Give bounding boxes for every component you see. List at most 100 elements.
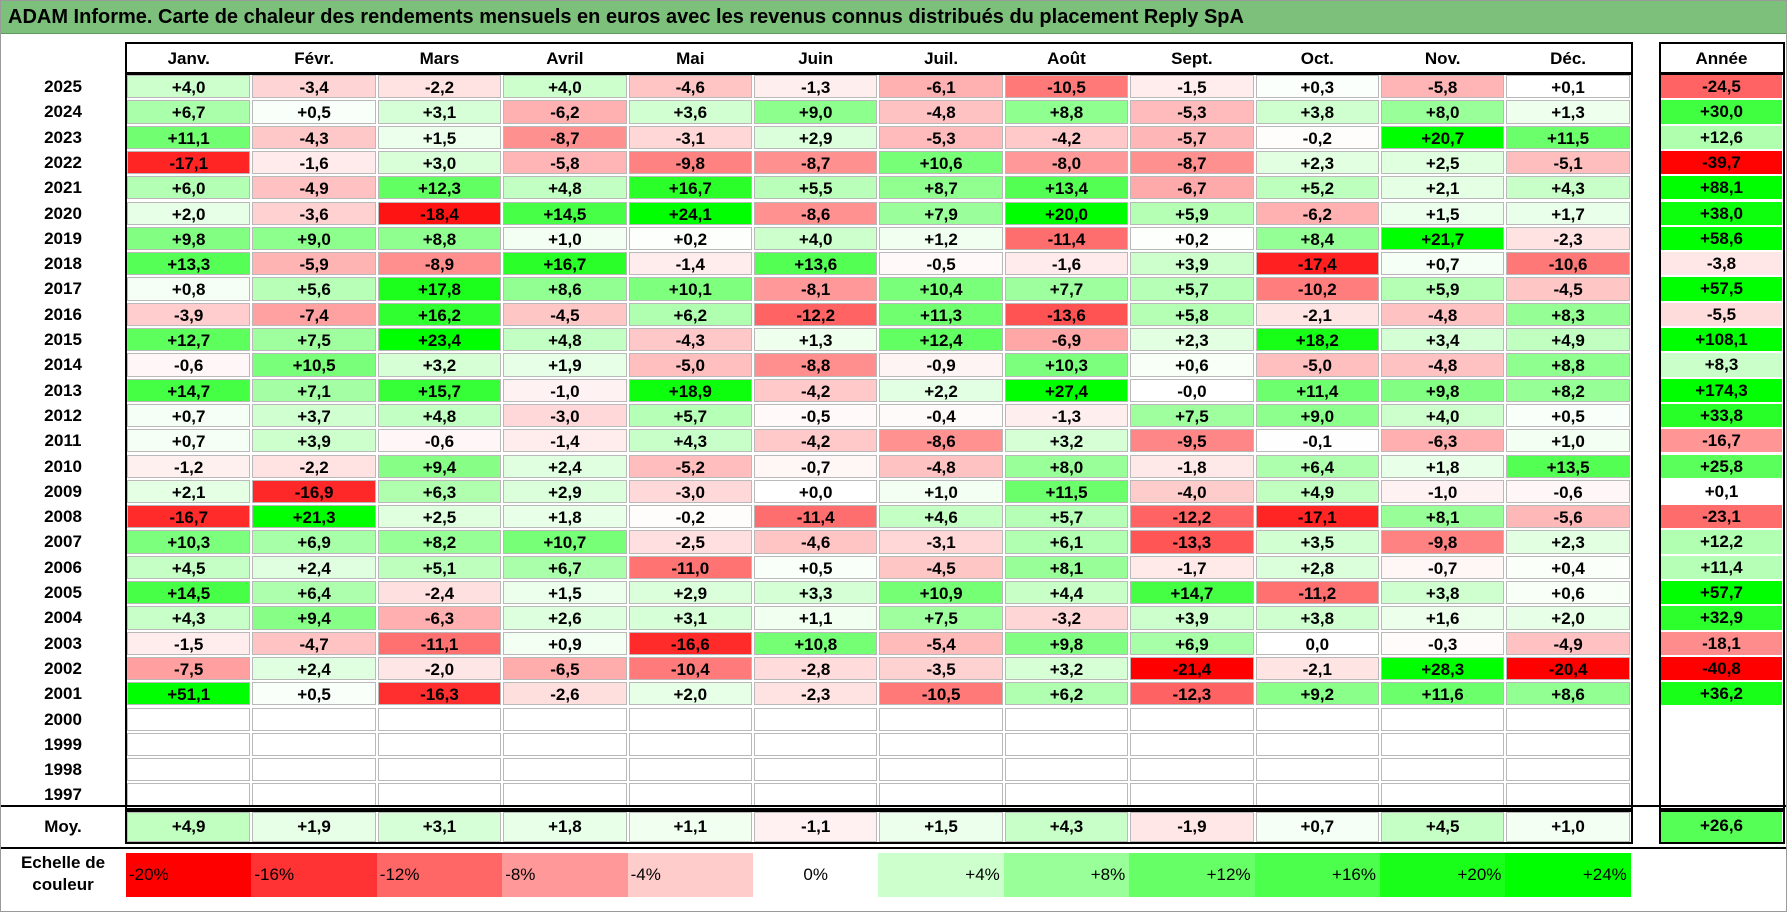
heatmap-cell: +1,7	[1506, 201, 1630, 225]
annual-cell	[1661, 707, 1782, 731]
heatmap-cell: -1,4	[628, 252, 752, 276]
heatmap-cell: +4,8	[377, 403, 502, 428]
year-label-2024: 2024	[44, 102, 82, 122]
scale-stop: +8%	[1003, 853, 1130, 897]
heatmap-cell: +4,6	[879, 505, 1003, 529]
heatmap-cell	[1130, 783, 1254, 807]
heatmap-cell	[754, 707, 878, 731]
heatmap-cell: -2,2	[377, 75, 502, 99]
heatmap-cell: -10,2	[1255, 277, 1379, 301]
heatmap-cell: +1,3	[754, 328, 878, 352]
heatmap-cell: -17,4	[1255, 252, 1379, 276]
heatmap-cell: +23,4	[377, 328, 502, 352]
heatmap-cell: -0,6	[377, 429, 502, 453]
heatmap-cell: +3,2	[377, 353, 502, 377]
heatmap-cell: +4,0	[1381, 403, 1505, 428]
heatmap-cell: +0,1	[1506, 75, 1630, 99]
heatmap-cell	[1004, 758, 1129, 782]
average-cell: +1,5	[879, 812, 1003, 842]
year-label-2016: 2016	[44, 304, 82, 324]
heatmap-cell: -16,3	[377, 682, 502, 706]
heatmap-cell: +3,8	[1255, 606, 1379, 630]
heatmap-cell: -0,4	[879, 403, 1003, 428]
heatmap-cell: +27,4	[1004, 378, 1129, 402]
heatmap-cell: +5,8	[1130, 302, 1254, 326]
heatmap-cell: -5,7	[1130, 125, 1254, 149]
heatmap-cell	[1255, 758, 1379, 782]
heatmap-cell: -1,3	[754, 75, 878, 99]
heatmap-cell: +13,6	[754, 252, 878, 276]
average-separator	[0, 805, 1787, 807]
heatmap-cell: +9,8	[1381, 378, 1505, 402]
scale-stop: -12%	[376, 853, 503, 897]
year-label-2014: 2014	[44, 355, 82, 375]
heatmap-cell: -2,0	[377, 656, 502, 681]
heatmap-cell: +4,8	[503, 176, 627, 200]
heatmap-cell: +2,0	[628, 682, 752, 706]
heatmap-cell	[127, 783, 251, 807]
heatmap-cell: -8,7	[503, 125, 627, 149]
heatmap-cell: +17,8	[377, 277, 502, 301]
heatmap-cell: -5,8	[1381, 75, 1505, 99]
heatmap-cell: +3,0	[377, 150, 502, 175]
heatmap-cell: +10,3	[1004, 353, 1129, 377]
heatmap-cell	[1506, 783, 1630, 807]
scale-stop: +12%	[1129, 853, 1255, 897]
heatmap-cell: +8,8	[1004, 100, 1129, 124]
average-cell: +0,7	[1255, 812, 1379, 842]
heatmap-cell: -4,5	[879, 555, 1003, 579]
heatmap-cell: +0,2	[1130, 226, 1254, 251]
heatmap-cell	[377, 758, 502, 782]
heatmap-cell: +0,5	[754, 555, 878, 579]
heatmap-cell: +11,6	[1381, 682, 1505, 706]
heatmap-cell	[127, 707, 251, 731]
heatmap-cell: +1,8	[503, 505, 627, 529]
heatmap-cell	[879, 732, 1003, 757]
heatmap-cell: -4,5	[503, 302, 627, 326]
heatmap-cell: -4,3	[252, 125, 376, 149]
heatmap-cell: +11,4	[1255, 378, 1379, 402]
heatmap-cell: +6,9	[1130, 631, 1254, 655]
heatmap-cell: +4,0	[503, 75, 627, 99]
heatmap-cell	[1255, 732, 1379, 757]
heatmap-cell: -8,9	[377, 252, 502, 276]
annual-cell: +33,8	[1661, 403, 1782, 428]
heatmap-cell: -1,2	[127, 454, 251, 478]
heatmap-cell: -20,4	[1506, 656, 1630, 681]
heatmap-cell: +24,1	[628, 201, 752, 225]
heatmap-cell: -13,6	[1004, 302, 1129, 326]
heatmap-cell	[628, 707, 752, 731]
heatmap-cell: -9,5	[1130, 429, 1254, 453]
heatmap-cell: +9,0	[754, 100, 878, 124]
heatmap-cell: +2,3	[1506, 530, 1630, 554]
heatmap-cell	[1130, 732, 1254, 757]
year-label-1997: 1997	[44, 785, 82, 805]
annual-cell: -3,8	[1661, 252, 1782, 276]
heatmap-cell: -0,9	[879, 353, 1003, 377]
heatmap-cell: -5,3	[879, 125, 1003, 149]
heatmap-cell	[1004, 732, 1129, 757]
year-label-2015: 2015	[44, 330, 82, 349]
heatmap-cell: -2,8	[754, 656, 878, 681]
heatmap-cell: +2,4	[252, 656, 376, 681]
heatmap-cell	[879, 707, 1003, 731]
heatmap-cell: +7,9	[879, 201, 1003, 225]
heatmap-cell: -3,6	[252, 201, 376, 225]
heatmap-cell: +6,9	[252, 530, 376, 554]
year-label-2023: 2023	[44, 127, 82, 147]
year-label-2003: 2003	[44, 633, 82, 653]
heatmap-cell: -3,9	[127, 302, 251, 326]
average-label: Moy.	[44, 817, 82, 836]
heatmap-cell: +0,5	[252, 100, 376, 124]
heatmap-cell: +1,9	[503, 353, 627, 377]
annual-cell: -23,1	[1661, 505, 1782, 529]
heatmap-cell: -1,6	[252, 150, 376, 175]
heatmap-cell: +6,1	[1004, 530, 1129, 554]
average-cell: +1,8	[503, 812, 627, 842]
heatmap-cell: +16,7	[628, 176, 752, 200]
average-cell: +1,0	[1506, 812, 1630, 842]
heatmap-cell: +5,9	[1381, 277, 1505, 301]
heatmap-cell: -8,6	[879, 429, 1003, 453]
heatmap-cell: -9,8	[628, 150, 752, 175]
